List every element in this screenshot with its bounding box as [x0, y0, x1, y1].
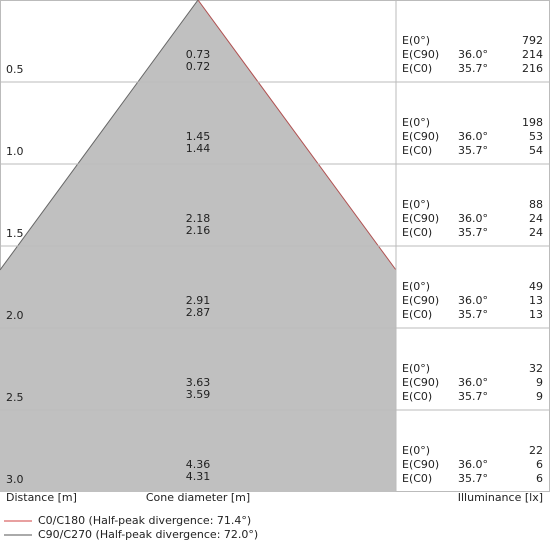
- distance: 2.5: [6, 391, 24, 404]
- ec0-label: E(C0): [402, 226, 432, 239]
- distance: 3.0: [6, 473, 24, 486]
- ec0-label: E(C0): [402, 144, 432, 157]
- c90-angle: 36.0°: [458, 376, 488, 389]
- distance: 2.0: [6, 309, 24, 322]
- e0-label: E(0°): [402, 34, 430, 47]
- footer-distance: Distance [m]: [6, 491, 77, 504]
- rows: 0.5 0.730.72 E(0°) 792 E(C90) 36.0° 214 E(C0) 35…: [0, 34, 550, 486]
- distance: 0.5: [6, 63, 24, 76]
- diameter-c0: 1.45: [186, 130, 211, 143]
- c90-angle: 36.0°: [458, 130, 488, 143]
- c90-value: 9: [536, 376, 543, 389]
- c0-angle: 35.7°: [458, 472, 488, 485]
- diameter-c90: 1.44: [186, 142, 211, 155]
- c90-value: 214: [522, 48, 543, 61]
- diameter-c90: 2.87: [186, 306, 211, 319]
- e0-value: 32: [529, 362, 543, 375]
- cone-edge-c90: [0, 0, 199, 271]
- c0-value: 54: [529, 144, 543, 157]
- ec90-label: E(C90): [402, 130, 439, 143]
- e0-label: E(0°): [402, 116, 430, 129]
- diameter-c90: 2.16: [186, 224, 211, 237]
- e0-value: 198: [522, 116, 543, 129]
- e0-value: 88: [529, 198, 543, 211]
- cone-edge-c0: [197, 0, 397, 271]
- c0-angle: 35.7°: [458, 62, 488, 75]
- ec90-label: E(C90): [402, 48, 439, 61]
- c90-value: 24: [529, 212, 543, 225]
- ec0-label: E(C0): [402, 62, 432, 75]
- diameter-c0: 2.18: [186, 212, 211, 225]
- e0-label: E(0°): [402, 280, 430, 293]
- c0-angle: 35.7°: [458, 226, 488, 239]
- ec0-label: E(C0): [402, 390, 432, 403]
- ec0-label: E(C0): [402, 472, 432, 485]
- legend-c0: C0/C180 (Half-peak divergence: 71.4°): [38, 514, 251, 527]
- e0-value: 792: [522, 34, 543, 47]
- ec90-label: E(C90): [402, 458, 439, 471]
- e0-value: 49: [529, 280, 543, 293]
- c0-angle: 35.7°: [458, 390, 488, 403]
- c0-value: 9: [536, 390, 543, 403]
- c0-angle: 35.7°: [458, 144, 488, 157]
- c90-angle: 36.0°: [458, 48, 488, 61]
- c90-value: 6: [536, 458, 543, 471]
- e0-label: E(0°): [402, 362, 430, 375]
- legend-c90: C90/C270 (Half-peak divergence: 72.0°): [38, 528, 258, 541]
- c0-value: 216: [522, 62, 543, 75]
- e0-value: 22: [529, 444, 543, 457]
- c90-angle: 36.0°: [458, 212, 488, 225]
- ec90-label: E(C90): [402, 212, 439, 225]
- footer-illuminance: Illuminance [lx]: [458, 491, 543, 504]
- diameter-c90: 3.59: [186, 388, 211, 401]
- c0-angle: 35.7°: [458, 308, 488, 321]
- diameter-c0: 0.73: [186, 48, 211, 61]
- c90-value: 13: [529, 294, 543, 307]
- c90-angle: 36.0°: [458, 458, 488, 471]
- distance: 1.5: [6, 227, 24, 240]
- c90-angle: 36.0°: [458, 294, 488, 307]
- ec90-label: E(C90): [402, 294, 439, 307]
- ec0-label: E(C0): [402, 308, 432, 321]
- e0-label: E(0°): [402, 444, 430, 457]
- diameter-c0: 3.63: [186, 376, 211, 389]
- e0-label: E(0°): [402, 198, 430, 211]
- distance: 1.0: [6, 145, 24, 158]
- c0-value: 24: [529, 226, 543, 239]
- c0-value: 13: [529, 308, 543, 321]
- c90-value: 53: [529, 130, 543, 143]
- diameter-c0: 4.36: [186, 458, 211, 471]
- diameter-c90: 4.31: [186, 470, 211, 483]
- c0-value: 6: [536, 472, 543, 485]
- ec90-label: E(C90): [402, 376, 439, 389]
- diameter-c0: 2.91: [186, 294, 211, 307]
- footer-diameter: Cone diameter [m]: [146, 491, 250, 504]
- diameter-c90: 0.72: [186, 60, 211, 73]
